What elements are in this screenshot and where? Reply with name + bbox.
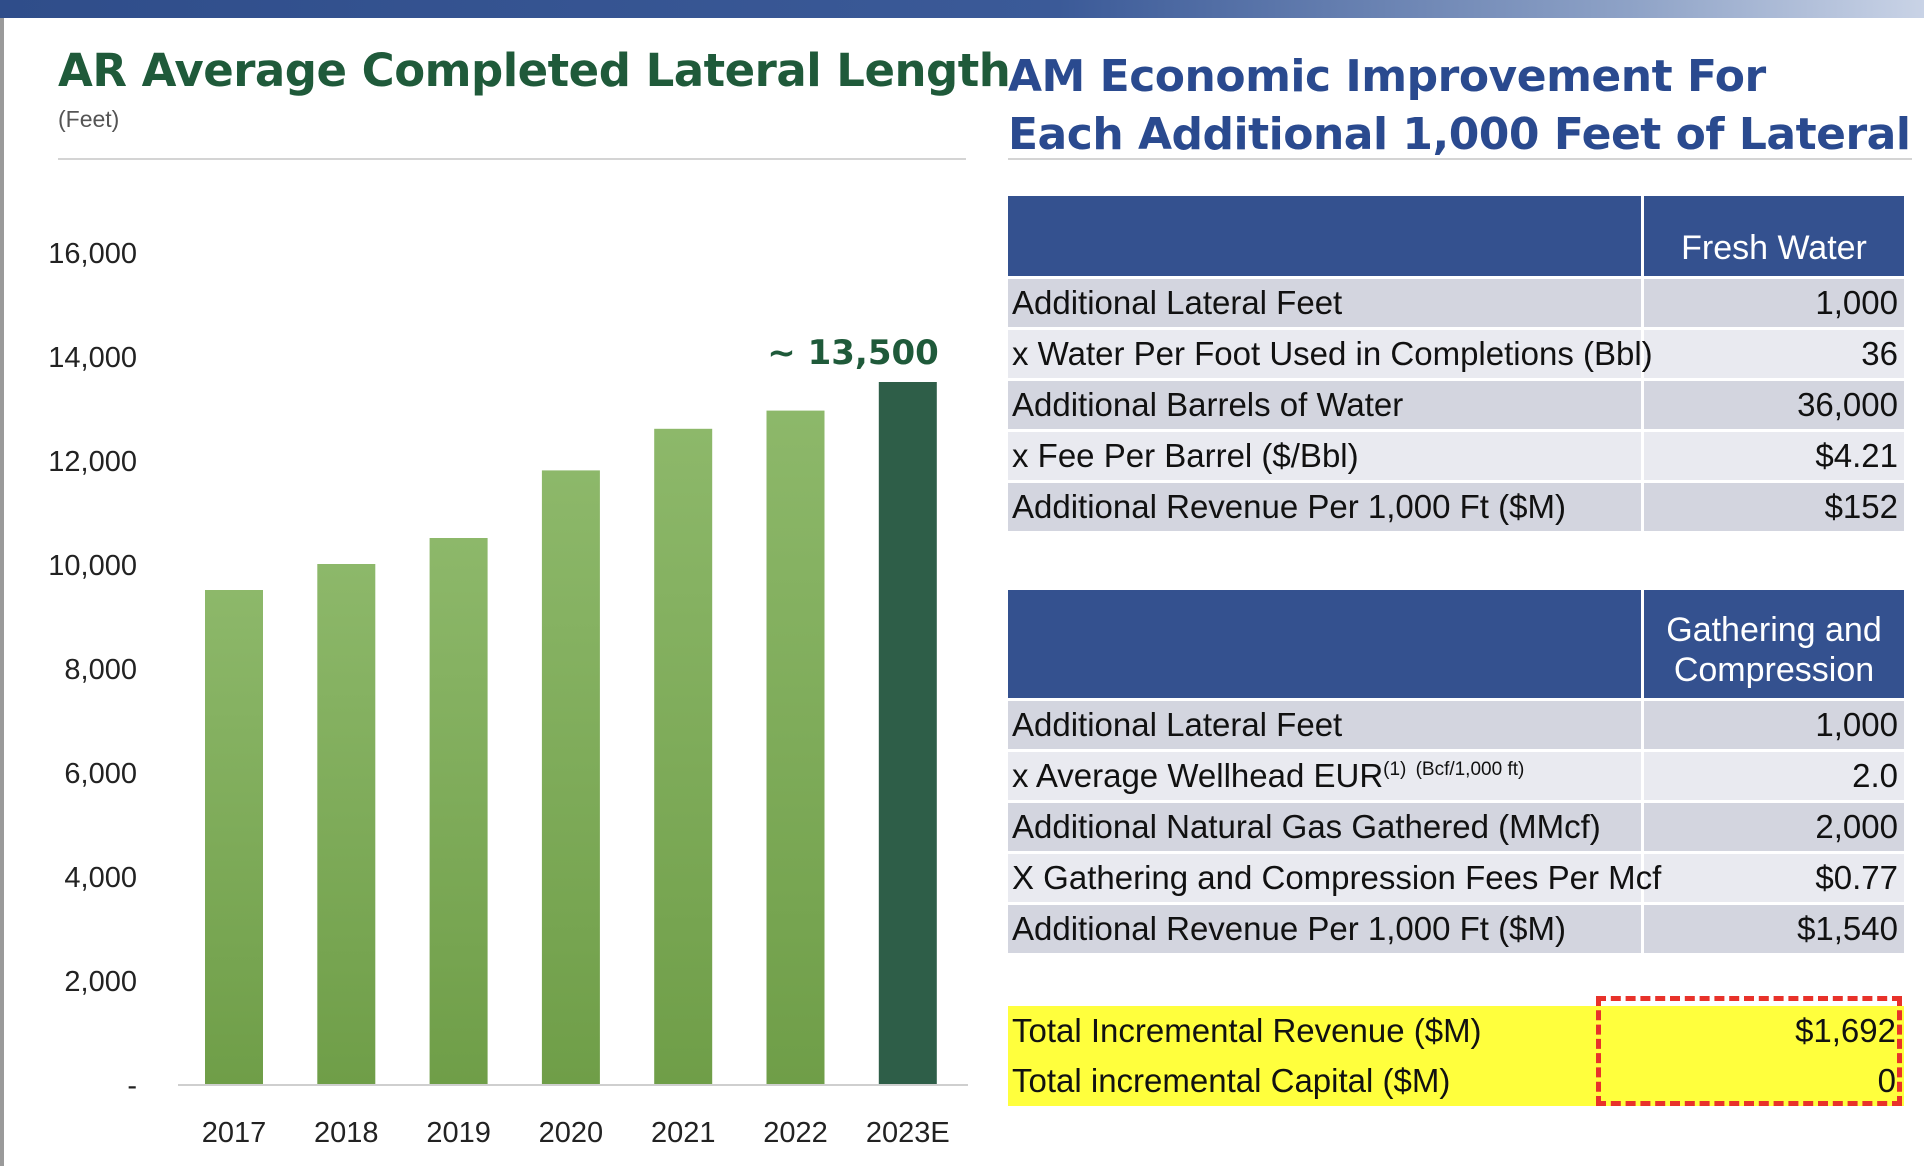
row-label: x Fee Per Barrel ($/Bbl) <box>1008 429 1644 480</box>
x-tick-label: 2021 <box>651 1117 716 1149</box>
y-tick-label: 4,000 <box>64 862 137 894</box>
fresh-water-table: Fresh Water Additional Lateral Feet 1,00… <box>1008 196 1904 531</box>
row-value: 2.0 <box>1644 749 1904 800</box>
table-row-subtotal: Additional Revenue Per 1,000 Ft ($M) $15… <box>1008 480 1904 531</box>
row-label: Additional Barrels of Water <box>1008 378 1644 429</box>
chart-title: AR Average Completed Lateral Length <box>58 44 1011 97</box>
row-value: $0.77 <box>1644 851 1904 902</box>
bar-2019 <box>429 538 488 1084</box>
bar-chart: - 2,000 4,000 6,000 8,000 10,000 12,000 14,000 1… <box>48 238 968 1149</box>
chart-subtitle: (Feet) <box>58 106 120 132</box>
x-tick-label: 2019 <box>426 1117 491 1149</box>
row-label: Additional Lateral Feet <box>1008 698 1644 749</box>
row-label: Additional Lateral Feet <box>1008 276 1644 327</box>
x-tick-label: 2022 <box>763 1117 828 1149</box>
totals-highlight-box <box>1596 996 1902 1106</box>
fresh-water-header-blank <box>1008 196 1644 276</box>
fresh-water-header: Fresh Water <box>1644 196 1904 276</box>
bar-2023e <box>878 382 937 1084</box>
table-row: Additional Barrels of Water 36,000 <box>1008 378 1904 429</box>
y-axis-ticks: - 2,000 4,000 6,000 8,000 10,000 12,000 14,000 1… <box>48 238 137 1102</box>
right-panel-title: AM Economic Improvement For Each Additio… <box>1008 48 1911 164</box>
table-row: x Average Wellhead EUR(1) (Bcf/1,000 ft)… <box>1008 749 1904 800</box>
table-row-subtotal: Additional Revenue Per 1,000 Ft ($M) $1,… <box>1008 902 1904 953</box>
row-label: Additional Natural Gas Gathered (MMcf) <box>1008 800 1644 851</box>
table-row: x Water Per Foot Used in Completions (Bb… <box>1008 327 1904 378</box>
footnote-marker: (1) <box>1383 759 1407 780</box>
row-label: X Gathering and Compression Fees Per Mcf <box>1008 851 1661 902</box>
row-value: $1,540 <box>1644 902 1904 953</box>
y-tick-label: 6,000 <box>64 758 137 790</box>
row-value: $4.21 <box>1644 429 1904 480</box>
gathering-header-line-2: Compression <box>1673 651 1875 689</box>
bar-2017 <box>205 590 263 1084</box>
total-label: Total incremental Capital ($M) <box>1008 1056 1644 1106</box>
y-tick-label: 10,000 <box>48 550 137 582</box>
bar-2018 <box>317 564 376 1084</box>
row-label: x Average Wellhead EUR(1) (Bcf/1,000 ft) <box>1008 749 1644 800</box>
row-label: x Water Per Foot Used in Completions (Bb… <box>1008 327 1653 378</box>
top-accent-bar <box>0 0 1924 18</box>
total-label: Total Incremental Revenue ($M) <box>1008 1006 1644 1056</box>
row-label: Additional Revenue Per 1,000 Ft ($M) <box>1008 480 1644 531</box>
row-value: 1,000 <box>1644 276 1904 327</box>
y-tick-label: 8,000 <box>64 654 137 686</box>
total-value: 0 <box>1644 1056 1904 1106</box>
right-title-rule <box>1008 158 1912 160</box>
y-tick-label: 16,000 <box>48 238 137 270</box>
total-row: Total Incremental Revenue ($M) $1,692 <box>1008 1006 1904 1056</box>
unit-label: (Bcf/1,000 ft) <box>1415 759 1525 780</box>
table-row: X Gathering and Compression Fees Per Mcf… <box>1008 851 1904 902</box>
bar-2020 <box>541 470 600 1084</box>
gathering-header: Gathering and Compression <box>1644 590 1904 698</box>
gathering-compression-table: Gathering and Compression Additional Lat… <box>1008 590 1904 953</box>
x-tick-label: 2020 <box>539 1117 604 1149</box>
row-value: 36 <box>1644 327 1904 378</box>
table-row: x Fee Per Barrel ($/Bbl) $4.21 <box>1008 429 1904 480</box>
row-label: Additional Revenue Per 1,000 Ft ($M) <box>1008 902 1644 953</box>
table-row: Additional Lateral Feet 1,000 <box>1008 276 1904 327</box>
bar-2021 <box>654 428 713 1084</box>
bar-annotation: ~ 13,500 <box>767 333 939 373</box>
table-row: Additional Lateral Feet 1,000 <box>1008 698 1904 749</box>
total-row: Total incremental Capital ($M) 0 <box>1008 1056 1904 1106</box>
row-label-text: x Average Wellhead EUR <box>1012 757 1384 794</box>
y-tick-label: 12,000 <box>48 446 137 478</box>
total-value: $1,692 <box>1644 1006 1904 1056</box>
row-value: 36,000 <box>1644 378 1904 429</box>
y-tick-label: 14,000 <box>48 342 137 374</box>
row-value: 1,000 <box>1644 698 1904 749</box>
y-tick-label: 2,000 <box>64 966 137 998</box>
x-tick-label: 2017 <box>202 1117 267 1149</box>
x-axis-ticks: 2017 2018 2019 2020 2021 2022 2023E <box>202 1117 950 1149</box>
row-value: $152 <box>1644 480 1904 531</box>
right-title-line-2: Each Additional 1,000 Feet of Lateral <box>1008 109 1911 160</box>
x-tick-label: 2018 <box>314 1117 379 1149</box>
chart-title-rule <box>58 158 966 160</box>
totals-table: Total Incremental Revenue ($M) $1,692 To… <box>1008 1006 1904 1106</box>
row-value: 2,000 <box>1644 800 1904 851</box>
left-edge-bar <box>0 18 4 1166</box>
table-row: Additional Natural Gas Gathered (MMcf) 2… <box>1008 800 1904 851</box>
right-title-line-1: AM Economic Improvement For <box>1008 51 1766 102</box>
gathering-header-blank <box>1008 590 1644 698</box>
x-tick-label: 2023E <box>866 1117 950 1149</box>
gathering-header-line-1: Gathering and <box>1666 611 1882 649</box>
bars <box>205 382 937 1085</box>
bar-2022 <box>766 410 825 1085</box>
y-tick-label: - <box>127 1070 137 1102</box>
